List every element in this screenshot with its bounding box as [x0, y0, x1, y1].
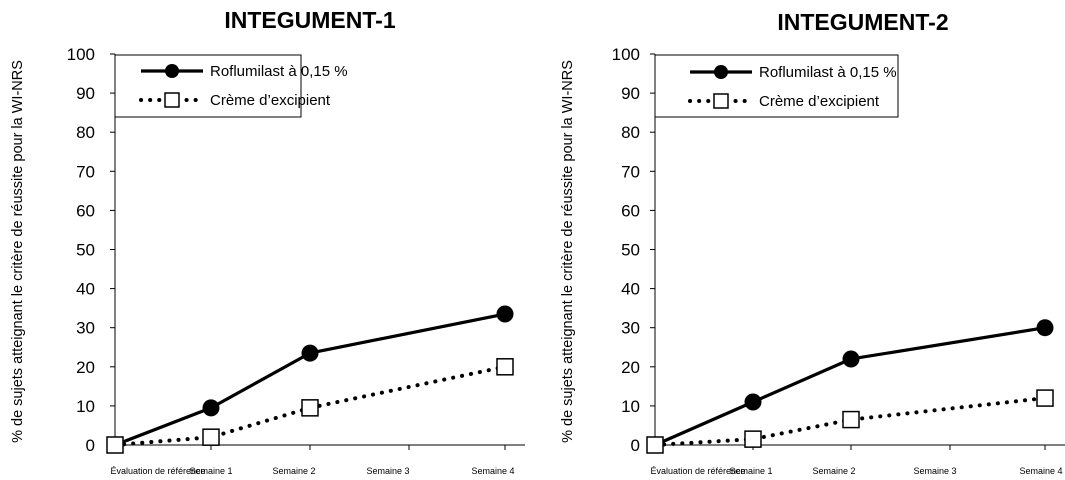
data-point-excipient: [744, 430, 762, 448]
legend-marker-excipient: [713, 93, 729, 109]
x-tick-label: Semaine 1: [729, 466, 772, 476]
legend-label-roflumilast: Roflumilast à 0,15 %: [759, 64, 897, 81]
data-point-excipient: [842, 410, 860, 429]
x-tick-label: Semaine 4: [1019, 466, 1062, 476]
chart-title: INTEGUMENT-1: [224, 7, 395, 33]
chart-title: INTEGUMENT-2: [777, 9, 948, 35]
data-point-roflumilast: [301, 344, 319, 362]
legend-marker-roflumilast: [165, 64, 179, 78]
y-tick-label: 30: [76, 319, 95, 338]
data-point-roflumilast: [842, 350, 860, 368]
legend-box: [114, 54, 302, 118]
y-tick-label: 100: [612, 45, 640, 64]
y-axis-label: % de sujets atteignant le critère de réu…: [10, 60, 26, 443]
y-tick-label: 100: [67, 45, 95, 64]
data-point-excipient: [202, 428, 220, 446]
y-tick-label: 60: [621, 201, 640, 220]
y-tick-label: 20: [76, 358, 95, 377]
legend: Roflumilast à 0,15 % Crème d’excipient: [114, 54, 348, 118]
y-tick-label: 10: [76, 397, 95, 416]
chart-panel-integument-1: INTEGUMENT-1 % de sujets atteignant le cr…: [10, 7, 525, 476]
legend-marker-excipient: [164, 92, 180, 108]
legend-label-excipient: Crème d’excipient: [210, 92, 331, 109]
legend-marker-roflumilast: [714, 65, 728, 79]
data-point-excipient: [496, 358, 514, 376]
x-tick-label: Semaine 3: [366, 466, 409, 476]
legend: Roflumilast à 0,15 % Crème d’excipient: [654, 54, 899, 118]
y-tick-label: 80: [76, 123, 95, 142]
data-point-roflumilast: [1036, 319, 1054, 337]
x-tick-label: Semaine 2: [812, 466, 855, 476]
y-tick-label: 30: [621, 319, 640, 338]
x-tick-label: Évaluation de référence: [110, 466, 205, 476]
y-tick-label: 70: [76, 162, 95, 181]
legend-box: [654, 54, 899, 118]
series-line-roflumilast: [654, 326, 1046, 447]
data-point-excipient: [646, 436, 664, 454]
y-tick-label: 80: [621, 123, 640, 142]
x-tick-label: Semaine 3: [913, 466, 956, 476]
data-point-excipient: [106, 436, 124, 454]
x-tick-label: Semaine 2: [272, 466, 315, 476]
y-tick-label: 40: [621, 280, 640, 299]
data-point-roflumilast: [744, 393, 762, 411]
data-point-roflumilast: [496, 305, 514, 323]
y-tick-label: 50: [76, 241, 95, 260]
x-tick-label: Semaine 1: [189, 466, 232, 476]
y-tick-label: 50: [621, 241, 640, 260]
y-tick-label: 60: [76, 201, 95, 220]
series-line-excipient: [113, 364, 507, 447]
data-point-excipient: [1036, 389, 1054, 407]
data-point-roflumilast: [202, 399, 220, 417]
y-tick-label: 90: [621, 84, 640, 103]
x-tick-label: Semaine 4: [471, 466, 514, 476]
y-axis-label: % de sujets atteignant le critère de réu…: [560, 60, 576, 443]
legend-label-excipient: Crème d’excipient: [759, 93, 880, 110]
series-line-roflumilast: [114, 312, 506, 447]
y-tick-label: 10: [621, 397, 640, 416]
y-tick-label: 90: [76, 84, 95, 103]
y-tick-label: 0: [631, 436, 640, 455]
data-point-excipient: [301, 399, 319, 417]
chart-panel-integument-2: INTEGUMENT-2 % de sujets atteignant le cr…: [560, 9, 1065, 476]
x-tick-label: Évaluation de référence: [650, 466, 745, 476]
y-tick-label: 70: [621, 162, 640, 181]
legend-label-roflumilast: Roflumilast à 0,15 %: [210, 63, 348, 80]
y-tick-label: 0: [86, 436, 95, 455]
y-tick-label: 20: [621, 358, 640, 377]
y-tick-label: 40: [76, 280, 95, 299]
